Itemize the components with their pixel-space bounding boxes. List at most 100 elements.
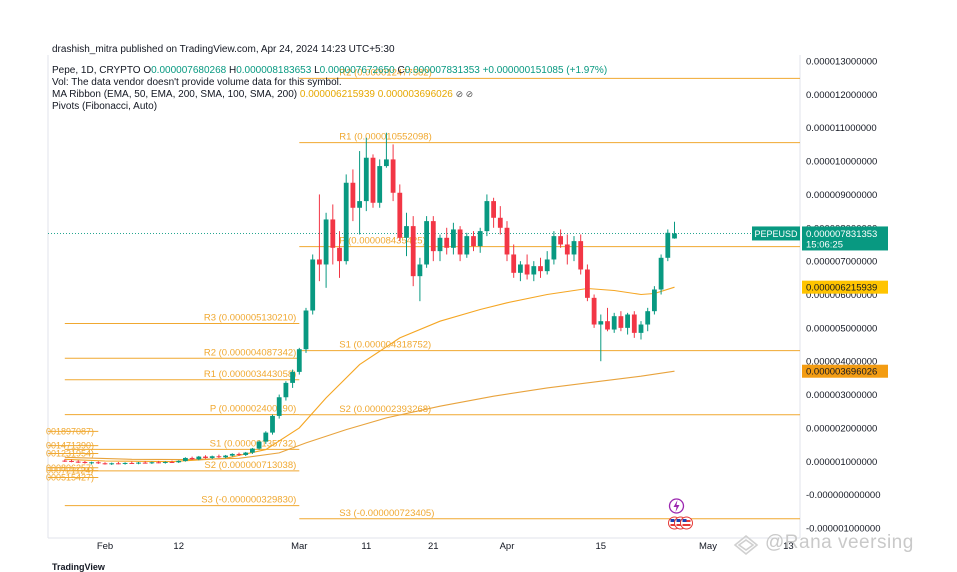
us-flag-event-icon[interactable] — [680, 516, 693, 530]
candle-body[interactable] — [142, 462, 148, 464]
candle-body[interactable] — [404, 226, 409, 238]
symbol-label[interactable]: Pepe, 1D, CRYPTO — [52, 65, 141, 76]
candle-body[interactable] — [544, 259, 550, 272]
ma-ribbon-legend[interactable]: MA Ribbon (EMA, 50, EMA, 200, SMA, 100, … — [52, 89, 473, 100]
candle-body[interactable] — [189, 457, 195, 460]
candle-body[interactable] — [410, 226, 416, 277]
candle-body[interactable] — [276, 397, 282, 416]
candle-body[interactable] — [270, 415, 275, 433]
candle-body[interactable] — [558, 236, 563, 245]
candle-body[interactable] — [250, 448, 255, 453]
candle-body[interactable] — [437, 237, 443, 252]
candle-body[interactable] — [578, 241, 584, 270]
candle-body[interactable] — [176, 460, 182, 463]
candle-body[interactable] — [310, 259, 316, 311]
candle-body[interactable] — [243, 452, 249, 455]
candle-body[interactable] — [658, 257, 664, 290]
pivots-legend[interactable]: Pivots (Fibonacci, Auto) — [52, 101, 158, 112]
candle-body[interactable] — [229, 453, 235, 456]
candle-body[interactable] — [672, 233, 677, 239]
candle-body[interactable] — [236, 453, 242, 455]
candle-body[interactable] — [564, 244, 570, 255]
candle-body[interactable] — [665, 232, 671, 258]
candle-body[interactable] — [75, 461, 81, 463]
candle-body[interactable] — [109, 463, 115, 465]
candle-body[interactable] — [156, 462, 161, 464]
candle-body[interactable] — [430, 221, 436, 252]
candle-body[interactable] — [196, 456, 202, 460]
candle-body[interactable] — [531, 266, 537, 275]
candle-body[interactable] — [491, 201, 496, 218]
candle-body[interactable] — [538, 266, 543, 272]
candle-body[interactable] — [464, 236, 470, 255]
candle-body[interactable] — [652, 289, 657, 312]
candle-body[interactable] — [183, 457, 188, 461]
candle-body[interactable] — [129, 462, 135, 464]
candle-body[interactable] — [518, 264, 523, 273]
candle-body[interactable] — [417, 264, 423, 277]
candle-body[interactable] — [551, 236, 557, 260]
ma-price-tag-bg[interactable] — [802, 280, 888, 294]
candle-body[interactable] — [162, 461, 168, 463]
candle-body[interactable] — [638, 324, 644, 333]
candle-body[interactable] — [611, 316, 617, 330]
candle-body[interactable] — [290, 371, 295, 383]
candle-body[interactable] — [256, 441, 262, 449]
candle-body[interactable] — [317, 259, 322, 265]
candle-body[interactable] — [390, 159, 396, 193]
candle-body[interactable] — [209, 456, 215, 458]
candle-body[interactable] — [203, 456, 208, 458]
candle-body[interactable] — [471, 236, 476, 247]
candle-body[interactable] — [337, 247, 342, 262]
candle-body[interactable] — [69, 460, 74, 462]
candle-body[interactable] — [62, 460, 68, 462]
candle-body[interactable] — [283, 382, 289, 398]
candle-body[interactable] — [618, 316, 624, 328]
candle-body[interactable] — [263, 432, 269, 442]
candle-body[interactable] — [511, 254, 517, 273]
candle-body[interactable] — [524, 264, 530, 275]
candle-body[interactable] — [122, 462, 128, 464]
candle-body[interactable] — [591, 297, 597, 325]
candle-body[interactable] — [323, 219, 329, 265]
candle-body[interactable] — [497, 217, 503, 228]
candle-body[interactable] — [444, 237, 450, 248]
candle-body[interactable] — [370, 157, 376, 203]
candle-body[interactable] — [357, 201, 362, 208]
candle-body[interactable] — [89, 462, 94, 464]
candle-body[interactable] — [95, 462, 101, 464]
candle-body[interactable] — [330, 219, 336, 248]
candle-body[interactable] — [484, 201, 490, 232]
candle-body[interactable] — [350, 182, 356, 208]
candle-body[interactable] — [631, 314, 637, 333]
price-tag-bg[interactable] — [802, 226, 888, 251]
candle-body[interactable] — [477, 231, 483, 247]
candle-body[interactable] — [102, 463, 108, 465]
candle-body[interactable] — [149, 462, 155, 464]
candle-body[interactable] — [303, 310, 309, 350]
candle-body[interactable] — [645, 311, 651, 325]
candle-body[interactable] — [136, 462, 141, 464]
candle-body[interactable] — [116, 463, 121, 465]
candle-body[interactable] — [169, 461, 175, 463]
candle-body[interactable] — [571, 241, 577, 255]
candle-body[interactable] — [82, 461, 88, 463]
candle-body[interactable] — [216, 456, 222, 458]
candle-body[interactable] — [585, 269, 590, 298]
candle-body[interactable] — [625, 314, 630, 328]
ma-price-tag-bg[interactable] — [802, 364, 888, 378]
candle-body[interactable] — [457, 229, 463, 255]
candle-body[interactable] — [296, 349, 302, 372]
candle-body[interactable] — [223, 455, 228, 458]
candle-body[interactable] — [363, 157, 369, 202]
candle-body[interactable] — [605, 321, 610, 330]
candle-body[interactable] — [424, 221, 429, 265]
candle-body[interactable] — [397, 192, 403, 238]
candle-body[interactable] — [598, 321, 604, 325]
candle-body[interactable] — [451, 229, 456, 248]
candle-body[interactable] — [384, 159, 389, 167]
candle-body[interactable] — [377, 166, 383, 203]
hidden-values-icon[interactable]: ⊘ ⊘ — [455, 89, 474, 99]
candle-body[interactable] — [504, 227, 510, 255]
